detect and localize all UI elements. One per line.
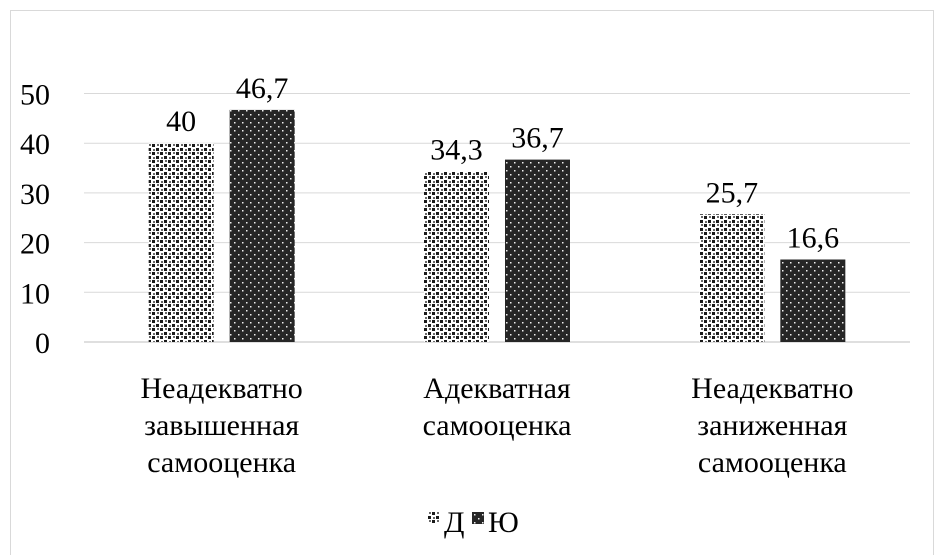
data-label: 46,7 [236, 72, 289, 105]
data-label: 25,7 [706, 176, 759, 209]
legend-swatch-Ю [472, 512, 484, 524]
bar-Д-1 [424, 171, 489, 342]
category-label: самооценка [423, 409, 572, 442]
y-axis: 0 10 20 30 40 50 [20, 79, 50, 361]
category-label: завышенная [144, 409, 299, 442]
legend-swatch-Д [428, 512, 440, 524]
category-label: Неадекватно [691, 372, 853, 405]
y-tick-label: 10 [20, 277, 50, 310]
category-label: самооценка [147, 446, 296, 479]
legend-label: Ю [488, 506, 519, 539]
bar-Д-2 [699, 214, 765, 342]
bar-Ю-0 [229, 109, 295, 342]
category-label: Адекватная [423, 372, 571, 405]
data-label: 36,7 [511, 122, 564, 155]
y-tick-label: 30 [20, 178, 50, 211]
y-tick-label: 50 [20, 79, 50, 112]
gridlines [84, 93, 910, 343]
y-tick-label: 20 [20, 228, 50, 261]
bars [148, 109, 846, 342]
chart-frame [10, 10, 934, 555]
x-axis: Неадекватно завышенная самооценка Адекватна… [141, 372, 854, 479]
data-label: 34,3 [430, 134, 483, 167]
bar-Ю-1 [505, 159, 570, 342]
category-label: Неадекватно [141, 372, 303, 405]
data-labels: 40 46,7 34,3 36,7 25,7 16,6 [166, 72, 839, 255]
y-tick-label: 0 [35, 327, 50, 360]
category-label: самооценка [698, 446, 847, 479]
data-label: 40 [166, 105, 196, 138]
bar-Д-0 [148, 143, 214, 342]
category-label: заниженная [697, 409, 847, 442]
y-tick-label: 40 [20, 128, 50, 161]
bar-Ю-2 [780, 259, 846, 342]
data-label: 16,6 [787, 221, 840, 254]
legend-label: Д [444, 506, 464, 539]
